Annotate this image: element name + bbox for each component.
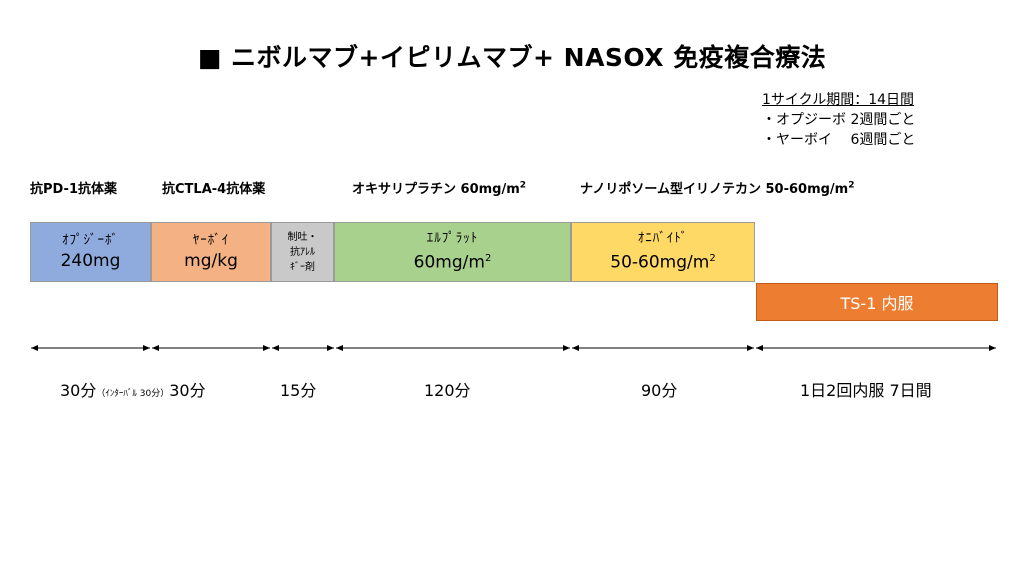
label-anti-ctla4: 抗CTLA-4抗体薬 (162, 182, 266, 197)
onivyde-name: ｵﾆﾊﾞｲﾄﾞ (637, 231, 689, 247)
duration-elplat: 120分 (424, 381, 471, 400)
box-opdivo: ｵﾌﾟｼﾞｰﾎﾞ 240mg (30, 222, 151, 282)
opdivo-dose: 240mg (60, 251, 121, 271)
label-anti-pd1: 抗PD-1抗体薬 (30, 182, 118, 197)
box-elplat: ｴﾙﾌﾟﾗｯﾄ 60mg/m2 (334, 222, 571, 282)
opdivo-name: ｵﾌﾟｼﾞｰﾎﾞ (62, 233, 119, 248)
label-irinotecan: ナノリポソーム型イリノテカン 50-60mg/m2 (580, 178, 854, 197)
box-antiemetic: 制吐・ 抗ｱﾚﾙ ｷﾞｰ剤 (271, 222, 334, 282)
onivyde-dose-text: 50-60mg/m (610, 252, 710, 273)
onivyde-dose-sup: 2 (709, 253, 716, 265)
cycle-yervoy-interval: ・ヤーボイ 6週間ごと (762, 132, 916, 148)
label-irinotecan-text: ナノリポソーム型イリノテカン 50-60mg/m (580, 182, 849, 197)
yervoy-dose: mg/kg (184, 251, 238, 271)
onivyde-dose: 50-60mg/m2 (610, 248, 715, 274)
duration-opdivo: 30分 (60, 381, 97, 400)
elplat-dose-text: 60mg/m (413, 252, 485, 273)
antiemetic-line2: 抗ｱﾚﾙ (290, 246, 315, 258)
box-onivyde: ｵﾆﾊﾞｲﾄﾞ 50-60mg/m2 (571, 222, 755, 282)
box-yervoy: ﾔｰﾎﾞｲ mg/kg (151, 222, 271, 282)
cycle-opdivo-interval: ・オプジーボ 2週間ごと (762, 112, 916, 128)
antiemetic-line1: 制吐・ (287, 231, 318, 243)
box-ts1: TS-1 内服 (756, 283, 998, 321)
duration-yervoy: 30分 (169, 381, 206, 400)
cycle-info: 1サイクル期間：14日間 ・オプジーボ 2週間ごと ・ヤーボイ 6週間ごと (762, 90, 915, 150)
label-oxaliplatin-sup: 2 (519, 180, 527, 191)
yervoy-name: ﾔｰﾎﾞｲ (192, 233, 230, 248)
duration-ts1: 1日2回内服 7日間 (800, 381, 932, 400)
elplat-dose: 60mg/m2 (414, 248, 492, 274)
duration-arrows (31, 345, 996, 351)
antiemetic-line3: ｷﾞｰ剤 (290, 261, 315, 273)
label-oxaliplatin-text: オキサリプラチン 60mg/m (352, 182, 520, 197)
duration-opdivo-yervoy: 30分（ｲﾝﾀｰﾊﾞﾙ 30分）30分 (60, 377, 206, 401)
elplat-dose-sup: 2 (484, 253, 492, 265)
label-oxaliplatin: オキサリプラチン 60mg/m2 (352, 178, 526, 197)
cycle-heading: 1サイクル期間：14日間 (762, 92, 915, 108)
duration-interval: （ｲﾝﾀｰﾊﾞﾙ 30分） (96, 389, 170, 399)
page-title: ■ ニボルマブ+イピリムマブ+ NASOX 免疫複合療法 (197, 43, 827, 72)
duration-antiemetic: 15分 (280, 381, 317, 400)
duration-onivyde: 90分 (641, 381, 678, 400)
elplat-name: ｴﾙﾌﾟﾗｯﾄ (426, 231, 479, 247)
label-irinotecan-sup: 2 (848, 180, 855, 191)
